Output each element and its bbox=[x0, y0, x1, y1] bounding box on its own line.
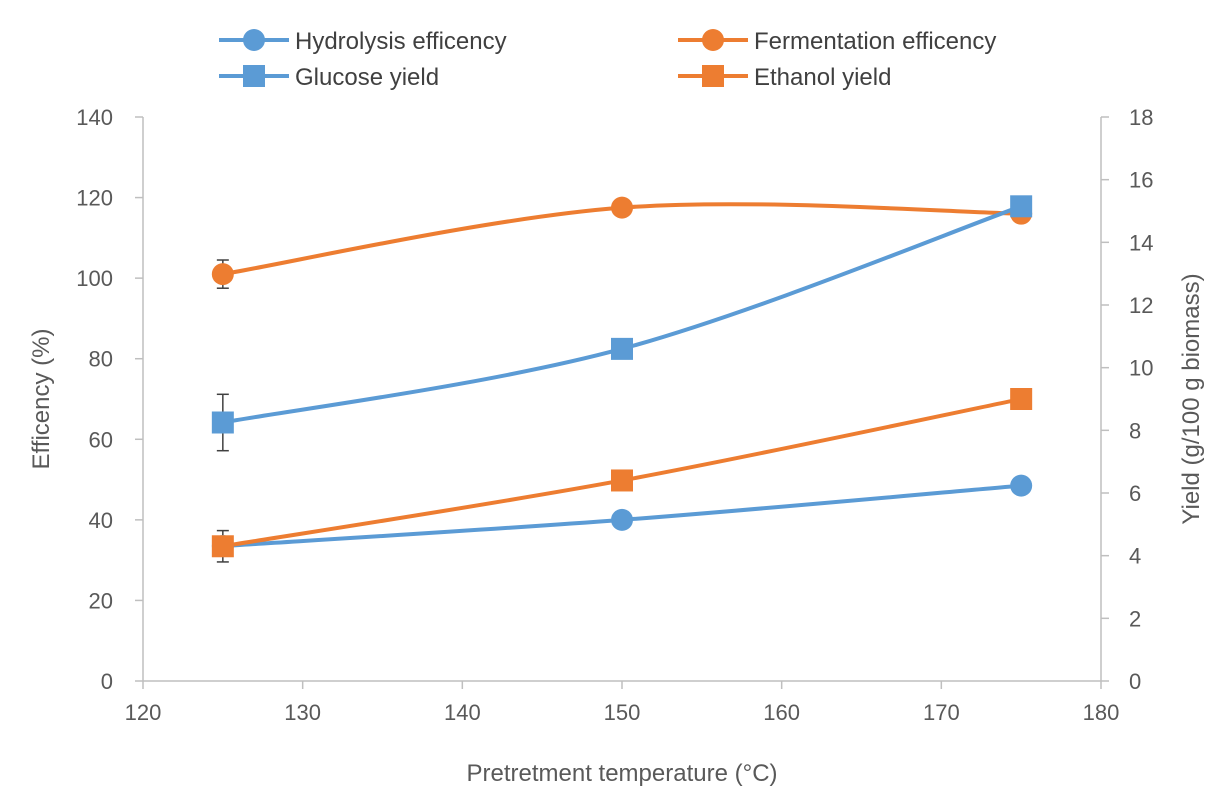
y-left-tick-label: 40 bbox=[89, 508, 113, 533]
y-left-tick-label: 120 bbox=[76, 186, 113, 211]
y-left-tick-label: 140 bbox=[76, 105, 113, 130]
legend: Hydrolysis efficency Fermentation efficen… bbox=[219, 28, 996, 91]
y-axis-right-title: Yield (g/100 g biomass) bbox=[1178, 273, 1205, 524]
axes: 120 130 140 150 160 170 180 0 20 40 60 80 100 120 140 0… bbox=[76, 105, 1153, 725]
legend-label-hydrolysis-efficency: Hydrolysis efficency bbox=[295, 28, 507, 55]
y-left-tick-label: 20 bbox=[89, 588, 113, 613]
ethanol-yield-point bbox=[1010, 388, 1033, 410]
hydrolysis-efficency-point bbox=[1010, 474, 1033, 497]
x-tick-label: 130 bbox=[284, 700, 321, 725]
y-left-tick-label: 0 bbox=[101, 669, 113, 694]
legend-label-fermentation-efficency: Fermentation efficency bbox=[754, 28, 996, 55]
y-left-tick-label: 80 bbox=[89, 347, 113, 372]
y-left-tick-label: 60 bbox=[89, 427, 113, 452]
glucose-yield-line bbox=[220, 204, 1024, 425]
y-left-tick-label: 100 bbox=[76, 266, 113, 291]
glucose-yield-point bbox=[211, 411, 234, 434]
fermentation-efficency-point bbox=[211, 263, 234, 286]
ethanol-yield-point bbox=[611, 469, 633, 492]
glucose-yield-point bbox=[1010, 195, 1033, 218]
fermentation-efficency-point bbox=[611, 196, 633, 219]
x-axis-title: Pretretment temperature (°C) bbox=[466, 760, 777, 787]
x-tick-label: 150 bbox=[604, 700, 641, 725]
y-right-tick-label: 16 bbox=[1129, 168, 1153, 193]
x-tick-label: 140 bbox=[444, 700, 481, 725]
legend-swatch-marker bbox=[243, 29, 265, 51]
legend-label-ethanol-yield: Ethanol yield bbox=[754, 64, 891, 91]
ethanol-yield-point bbox=[211, 535, 234, 558]
legend-swatch-marker bbox=[243, 65, 265, 87]
glucose-yield-point bbox=[611, 337, 633, 360]
x-tick-label: 180 bbox=[1083, 700, 1120, 725]
y-right-tick-label: 10 bbox=[1129, 356, 1153, 381]
y-right-tick-label: 12 bbox=[1129, 293, 1153, 318]
legend-swatch-marker bbox=[702, 65, 724, 87]
y-axis-left-title: Efficency (%) bbox=[28, 329, 55, 470]
y-right-tick-label: 4 bbox=[1129, 544, 1141, 569]
series-markers bbox=[211, 195, 1033, 558]
y-right-tick-label: 0 bbox=[1129, 669, 1141, 694]
y-right-tick-label: 6 bbox=[1129, 481, 1141, 506]
y-right-tick-label: 14 bbox=[1129, 230, 1153, 255]
y-right-tick-label: 18 bbox=[1129, 105, 1153, 130]
hydrolysis-efficency-point bbox=[611, 508, 633, 531]
x-tick-label: 160 bbox=[763, 700, 800, 725]
legend-label-glucose-yield: Glucose yield bbox=[295, 64, 439, 91]
legend-swatch-marker bbox=[702, 29, 724, 51]
x-tick-label: 120 bbox=[125, 700, 162, 725]
y-right-tick-label: 2 bbox=[1129, 606, 1141, 631]
series-lines bbox=[220, 202, 1024, 549]
y-right-tick-label: 8 bbox=[1129, 418, 1141, 443]
x-tick-label: 170 bbox=[923, 700, 960, 725]
